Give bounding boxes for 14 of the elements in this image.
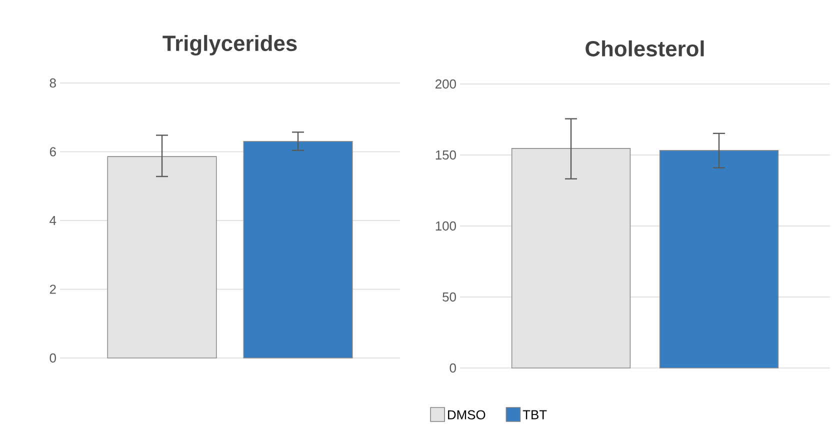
legend-label: TBT [522,410,547,420]
y-tick-label: 8 [50,78,56,88]
y-tick-label: 150 [436,150,456,160]
y-tick-label: 200 [436,79,456,89]
chart-title: Cholesterol [586,40,704,56]
y-tick-label: 4 [50,216,56,225]
y-tick-label: 100 [436,221,456,231]
y-tick-label: 50 [442,292,456,302]
y-tick-label: 0 [50,353,56,363]
y-tick-label: 0 [450,363,456,373]
y-tick-label: 6 [50,147,56,156]
chart-title: Triglycerides [162,34,297,56]
legend-label: DMSO [448,410,486,420]
y-tick-label: 2 [50,284,56,294]
